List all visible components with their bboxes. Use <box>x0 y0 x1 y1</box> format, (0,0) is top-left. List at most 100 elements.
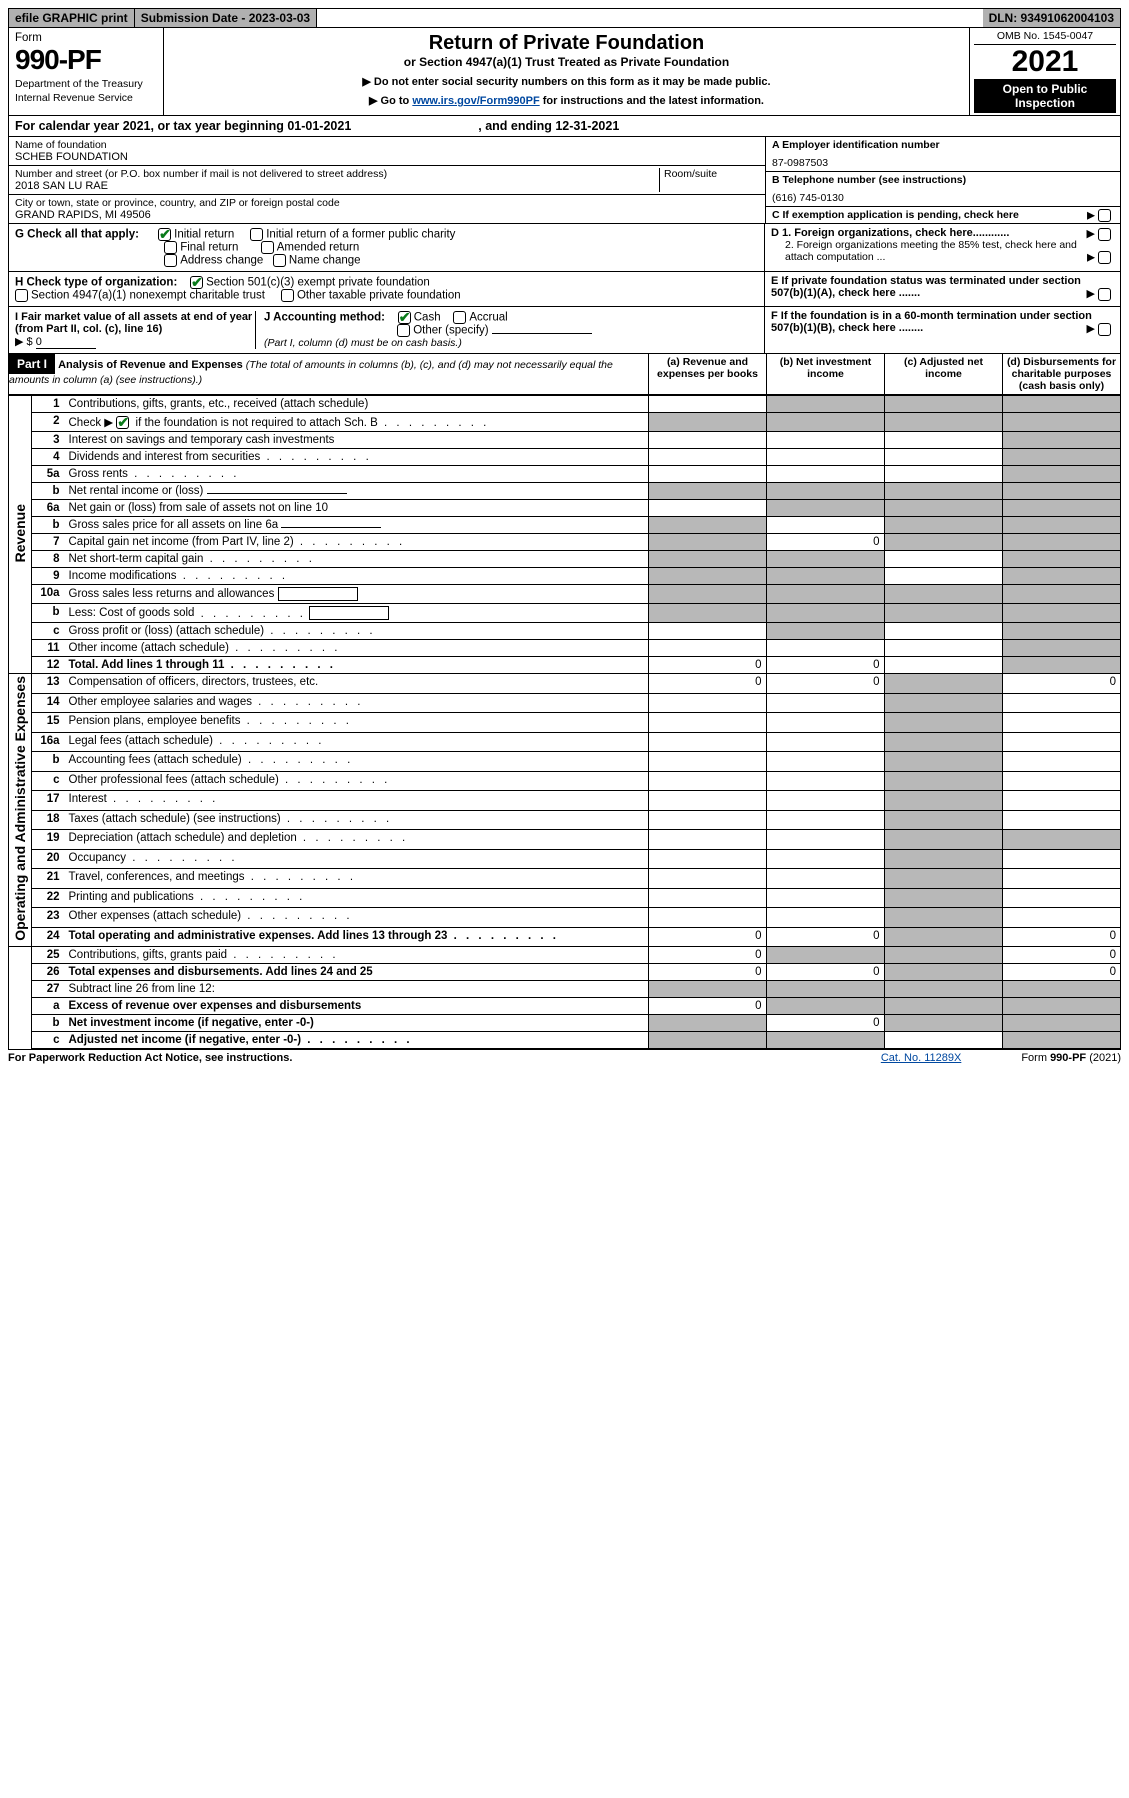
h-o2: Section 4947(a)(1) nonexempt charitable … <box>31 290 265 302</box>
form-ref: Form 990-PF (2021) <box>1021 1052 1121 1064</box>
form-container: efile GRAPHIC print Submission Date - 20… <box>8 8 1121 1050</box>
row-23: 23Other expenses (attach schedule) <box>9 908 1120 927</box>
g-amended-checkbox[interactable] <box>261 241 274 254</box>
row-13: Operating and Administrative Expenses 13… <box>9 674 1120 693</box>
part1-badge: Part I <box>9 354 55 374</box>
form-meta-block: OMB No. 1545-0047 2021 Open to Public In… <box>970 28 1120 115</box>
schb-checkbox[interactable] <box>116 416 129 429</box>
r14-label: Other employee salaries and wages <box>66 693 649 712</box>
h-other-checkbox[interactable] <box>281 289 294 302</box>
r11-label: Other income (attach schedule) <box>66 640 649 657</box>
r7-col-b: 0 <box>766 534 884 551</box>
h-o1: Section 501(c)(3) exempt private foundat… <box>206 277 430 289</box>
city-value: GRAND RAPIDS, MI 49506 <box>15 209 759 221</box>
foundation-name: SCHEB FOUNDATION <box>15 151 759 163</box>
cal-begin: For calendar year 2021, or tax year begi… <box>15 119 351 133</box>
j-other-checkbox[interactable] <box>397 324 410 337</box>
r16c-label: Other professional fees (attach schedule… <box>66 771 649 790</box>
g-name-checkbox[interactable] <box>273 254 286 267</box>
row-19: 19Depreciation (attach schedule) and dep… <box>9 830 1120 849</box>
dept-treasury: Department of the Treasury <box>15 78 157 90</box>
omb-number: OMB No. 1545-0047 <box>974 30 1116 45</box>
r17-label: Interest <box>66 791 649 810</box>
j-cash: Cash <box>414 312 441 324</box>
row-20: 20Occupancy <box>9 849 1120 868</box>
instr2-post: for instructions and the latest informat… <box>540 95 764 107</box>
r15-label: Pension plans, employee benefits <box>66 713 649 732</box>
g-o4: Amended return <box>277 242 359 254</box>
tax-year: 2021 <box>974 45 1116 79</box>
r12-label: Total. Add lines 1 through 11 <box>66 657 649 674</box>
d2-checkbox[interactable] <box>1098 251 1111 264</box>
instr-line-2: ▶ Go to www.irs.gov/Form990PF for instru… <box>172 94 961 107</box>
col-c-header: (c) Adjusted net income <box>884 354 1002 394</box>
exemption-cell: C If exemption application is pending, c… <box>766 207 1120 223</box>
g-final-checkbox[interactable] <box>164 241 177 254</box>
form-title: Return of Private Foundation <box>172 32 961 55</box>
h-o3: Other taxable private foundation <box>297 290 461 302</box>
instr2-pre: ▶ Go to <box>369 95 412 107</box>
r2-num: 2 <box>32 413 66 432</box>
j-cash-checkbox[interactable] <box>398 311 411 324</box>
d1-label: D 1. Foreign organizations, check here..… <box>771 227 1009 239</box>
row-27a: aExcess of revenue over expenses and dis… <box>9 998 1120 1015</box>
e-checkbox[interactable] <box>1098 288 1111 301</box>
identity-left: Name of foundation SCHEB FOUNDATION Numb… <box>9 137 765 223</box>
row-15: 15Pension plans, employee benefits <box>9 713 1120 732</box>
f-checkbox[interactable] <box>1098 323 1111 336</box>
g-initial-former-checkbox[interactable] <box>250 228 263 241</box>
phone-label: B Telephone number (see instructions) <box>772 174 1114 186</box>
r16b-label: Accounting fees (attach schedule) <box>66 752 649 771</box>
exemption-checkbox[interactable] <box>1098 209 1111 222</box>
row-5a: 5aGross rents <box>9 466 1120 483</box>
row-2: 2 Check ▶ if the foundation is not requi… <box>9 413 1120 432</box>
dln: DLN: 93491062004103 <box>983 9 1120 27</box>
identity-right: A Employer identification number 87-0987… <box>765 137 1120 223</box>
efile-badge: efile GRAPHIC print <box>9 9 135 27</box>
r6b-label: Gross sales price for all assets on line… <box>66 517 649 534</box>
h-4947-checkbox[interactable] <box>15 289 28 302</box>
g-o2: Initial return of a former public charit… <box>266 229 455 241</box>
section-ij: I Fair market value of all assets at end… <box>9 307 765 353</box>
row-3: 3Interest on savings and temporary cash … <box>9 432 1120 449</box>
submission-date: Submission Date - 2023-03-03 <box>135 9 317 27</box>
r23-label: Other expenses (attach schedule) <box>66 908 649 927</box>
row-5b: bNet rental income or (loss) <box>9 483 1120 500</box>
r10a-label: Gross sales less returns and allowances <box>66 585 649 604</box>
row-6a: 6aNet gain or (loss) from sale of assets… <box>9 500 1120 517</box>
city-label: City or town, state or province, country… <box>15 197 759 209</box>
row-9: 9Income modifications <box>9 568 1120 585</box>
j-accrual-checkbox[interactable] <box>453 311 466 324</box>
catalog-link[interactable]: Cat. No. 11289X <box>881 1052 962 1064</box>
row-25: 25Contributions, gifts, grants paid00 <box>9 947 1120 964</box>
ein-label: A Employer identification number <box>772 139 1114 151</box>
r1-num: 1 <box>32 396 66 413</box>
g-label: G Check all that apply: <box>15 229 139 241</box>
revenue-side-label: Revenue <box>12 504 28 562</box>
d1-checkbox[interactable] <box>1098 228 1111 241</box>
part1-table: Revenue 1 Contributions, gifts, grants, … <box>9 395 1120 1049</box>
row-27: 27Subtract line 26 from line 12: <box>9 981 1120 998</box>
expenses-side-label: Operating and Administrative Expenses <box>12 676 28 941</box>
paperwork-notice: For Paperwork Reduction Act Notice, see … <box>8 1052 292 1064</box>
row-21: 21Travel, conferences, and meetings <box>9 869 1120 888</box>
j-other: Other (specify) <box>413 325 488 337</box>
i-arrow: ▶ $ <box>15 336 33 348</box>
instructions-link[interactable]: www.irs.gov/Form990PF <box>412 95 539 107</box>
r2-label: Check ▶ if the foundation is not require… <box>66 413 649 432</box>
g-initial-return-checkbox[interactable] <box>158 228 171 241</box>
section-d: D 1. Foreign organizations, check here..… <box>765 224 1120 271</box>
r18-label: Taxes (attach schedule) (see instruction… <box>66 810 649 829</box>
name-cell: Name of foundation SCHEB FOUNDATION <box>9 137 765 166</box>
section-f: F If the foundation is in a 60-month ter… <box>765 307 1120 353</box>
r20-label: Occupancy <box>66 849 649 868</box>
g-address-checkbox[interactable] <box>164 254 177 267</box>
r1-label: Contributions, gifts, grants, etc., rece… <box>66 396 649 413</box>
part1-header-row: Part I Analysis of Revenue and Expenses … <box>9 354 1120 395</box>
top-bar: efile GRAPHIC print Submission Date - 20… <box>9 9 1120 28</box>
h-501c3-checkbox[interactable] <box>190 276 203 289</box>
row-10a: 10aGross sales less returns and allowanc… <box>9 585 1120 604</box>
row-27c: cAdjusted net income (if negative, enter… <box>9 1032 1120 1049</box>
row-26: 26Total expenses and disbursements. Add … <box>9 964 1120 981</box>
g-o6: Name change <box>289 255 361 267</box>
